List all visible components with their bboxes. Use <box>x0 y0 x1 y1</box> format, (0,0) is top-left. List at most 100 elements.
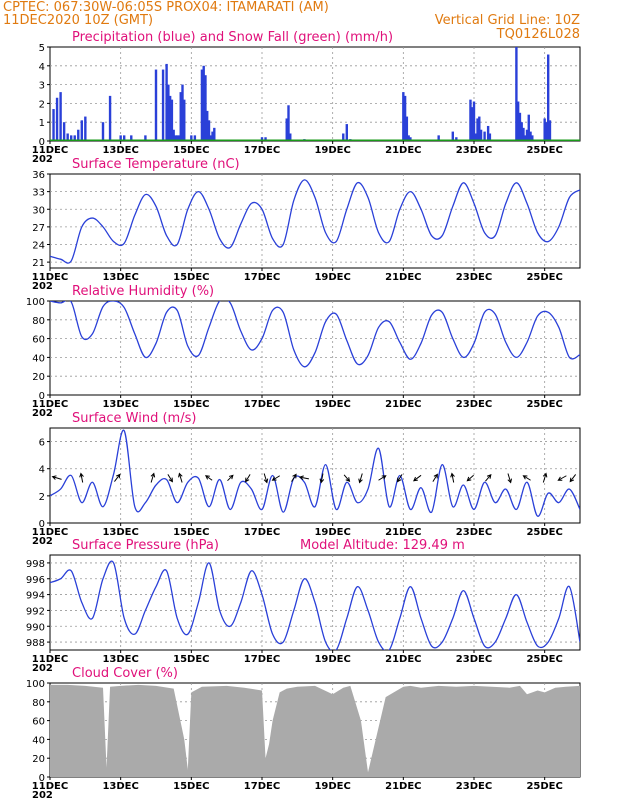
rh-year-label: 202 <box>32 408 53 419</box>
pressure-ytick-label: 988 <box>26 638 45 649</box>
pressure-line <box>50 560 580 650</box>
wind-vector-arrow <box>343 474 351 482</box>
precip-bar <box>264 137 267 141</box>
precip-bar <box>407 135 410 141</box>
precip-bar <box>342 133 345 141</box>
precip-bar <box>451 131 454 141</box>
precip-bar <box>161 69 165 141</box>
temp-xtick-label: 19DEC <box>314 272 350 283</box>
precip-bar <box>469 99 472 141</box>
temp-xtick-label: 13DEC <box>102 272 138 283</box>
pressure-title: Surface Pressure (hPa) <box>72 538 219 553</box>
wind-ytick-label: 6 <box>39 438 45 449</box>
cloud-panel: Cloud Cover (%) 0 20 40 60 80 100 11DEC 13DEC 15D… <box>26 666 581 801</box>
precip-bar <box>545 122 548 141</box>
precip-bar <box>207 120 211 141</box>
rh-ytick-label: 100 <box>26 297 45 308</box>
wind-vector-arrow <box>569 474 577 483</box>
wind-vector-arrow <box>450 472 455 483</box>
precip-bar <box>209 135 212 141</box>
temp-title: Surface Temperature (nC) <box>72 157 240 172</box>
wind-panel: Surface Wind (m/s) 0 2 4 6 11DEC 13DEC 15DEC 17D… <box>32 411 581 547</box>
precip-xtick-label: 15DEC <box>173 145 209 156</box>
cloud-ytick-label: 40 <box>32 735 45 746</box>
precip-bar <box>289 133 292 141</box>
wind-vector-arrow <box>245 474 251 483</box>
rh-panel: Relative Humidity (%) 0 20 40 60 80 100 11DEC 13… <box>26 284 581 419</box>
header-location: CPTEC: 067:30W-06:05S PROX04: ITAMARATI … <box>3 0 329 15</box>
pressure-ytick-label: 990 <box>26 622 45 633</box>
precip-bar <box>174 135 177 141</box>
temp-line <box>50 179 580 264</box>
precip-bar <box>455 137 458 141</box>
wind-vector-arrow <box>432 473 438 482</box>
temp-ytick-label: 21 <box>32 258 45 269</box>
rh-ytick-label: 0 <box>39 391 45 402</box>
rh-line <box>50 301 580 368</box>
precip-ytick-label: 3 <box>39 81 45 92</box>
precip-bar <box>520 122 523 141</box>
precip-bar <box>77 129 80 141</box>
precip-bar <box>80 120 83 141</box>
header-grid-note: Vertical Grid Line: 10Z <box>435 13 580 28</box>
cloud-xtick-label: 17DEC <box>244 781 280 792</box>
temp-xtick-label: 23DEC <box>456 272 492 283</box>
rh-ytick-label: 20 <box>32 372 45 383</box>
precip-bar <box>483 131 486 141</box>
temp-year-label: 202 <box>32 281 53 292</box>
precip-bar <box>59 92 62 141</box>
wind-vector-arrow <box>178 472 183 483</box>
precip-bar <box>260 137 264 141</box>
precip-bar <box>62 122 66 141</box>
rh-xtick-label: 25DEC <box>526 399 562 410</box>
cloud-year-label: 202 <box>32 790 53 800</box>
wind-title: Surface Wind (m/s) <box>72 411 196 426</box>
precip-ytick-label: 5 <box>39 43 45 54</box>
precip-bar <box>409 137 412 141</box>
wind-vector-arrow <box>51 475 62 480</box>
cloud-ytick-label: 0 <box>39 773 45 784</box>
precip-bar <box>176 135 179 141</box>
wind-xtick-label: 15DEC <box>173 527 209 538</box>
precip-bar <box>213 127 216 141</box>
temp-xtick-label: 25DEC <box>526 272 562 283</box>
rh-xtick-label: 17DEC <box>244 399 280 410</box>
precip-ytick-label: 4 <box>39 62 45 73</box>
precip-bar <box>402 92 405 141</box>
precip-xtick-label: 19DEC <box>314 145 350 156</box>
precip-bar <box>474 133 477 141</box>
precip-bar <box>101 122 105 141</box>
temp-xtick-label: 21DEC <box>385 272 421 283</box>
precip-xtick-label: 17DEC <box>244 145 280 156</box>
wind-vector-arrow <box>378 475 387 481</box>
precip-bar <box>73 135 76 141</box>
precip-bar <box>211 131 214 141</box>
precip-bar <box>522 127 525 141</box>
precip-bar <box>488 133 492 141</box>
pressure-ytick-label: 998 <box>26 559 45 570</box>
precip-bar <box>119 135 122 141</box>
precip-title: Precipitation (blue) and Snow Fall (gree… <box>72 30 393 45</box>
wind-xtick-label: 23DEC <box>456 527 492 538</box>
wind-xtick-label: 11DEC <box>32 527 68 538</box>
temp-ytick-label: 36 <box>32 170 45 181</box>
wind-vector-arrow <box>263 473 269 484</box>
cloud-xtick-label: 23DEC <box>456 781 492 792</box>
wind-xtick-label: 13DEC <box>102 527 138 538</box>
wind-frame <box>49 427 581 524</box>
wind-vector-arrow <box>557 475 567 481</box>
precip-bar <box>130 135 133 141</box>
precip-xtick-label: 21DEC <box>385 145 421 156</box>
pressure-xtick-label: 17DEC <box>244 654 280 665</box>
precip-bar <box>287 105 290 141</box>
precip-bar <box>478 116 481 141</box>
precip-bar <box>403 95 407 141</box>
pressure-xtick-label: 11DEC <box>32 654 68 665</box>
rh-xtick-label: 21DEC <box>385 399 421 410</box>
wind-xtick-label: 21DEC <box>385 527 421 538</box>
precip-bar <box>172 129 175 141</box>
wind-vector-arrow <box>79 472 84 483</box>
wind-vector-arrow <box>319 473 325 484</box>
pressure-ytick-label: 992 <box>26 606 45 617</box>
